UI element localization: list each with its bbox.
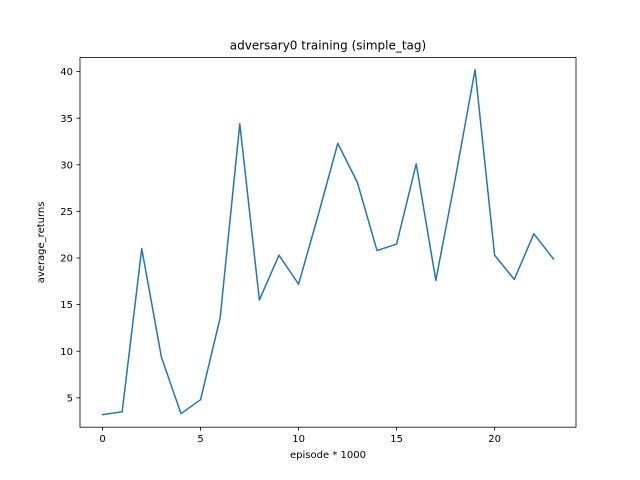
series-line-0 — [101, 68, 555, 416]
x-tick-label: 20 — [488, 434, 501, 445]
y-tick-label: 40 — [60, 67, 73, 78]
y-tick-label: 5 — [67, 393, 73, 404]
x-axis-label: episode * 1000 — [290, 450, 366, 461]
chart-title: adversary0 training (simple_tag) — [230, 39, 426, 53]
y-axis-label: average_returns — [36, 202, 47, 284]
y-tick-label: 15 — [60, 300, 73, 311]
plot-area — [101, 68, 555, 416]
x-tick-label: 10 — [292, 434, 305, 445]
y-tick-label: 30 — [60, 160, 73, 171]
y-tick-label: 35 — [60, 114, 73, 125]
plot-frame — [79, 57, 577, 428]
x-axis: 0 5 10 15 20 — [99, 427, 501, 445]
x-tick-label: 0 — [99, 434, 105, 445]
y-tick-label: 25 — [60, 207, 73, 218]
y-tick-label: 20 — [60, 254, 73, 265]
x-tick-label: 15 — [390, 434, 403, 445]
y-axis: 5 10 15 20 25 30 35 40 — [60, 67, 80, 404]
y-tick-label: 10 — [60, 347, 73, 358]
x-tick-label: 5 — [197, 434, 203, 445]
